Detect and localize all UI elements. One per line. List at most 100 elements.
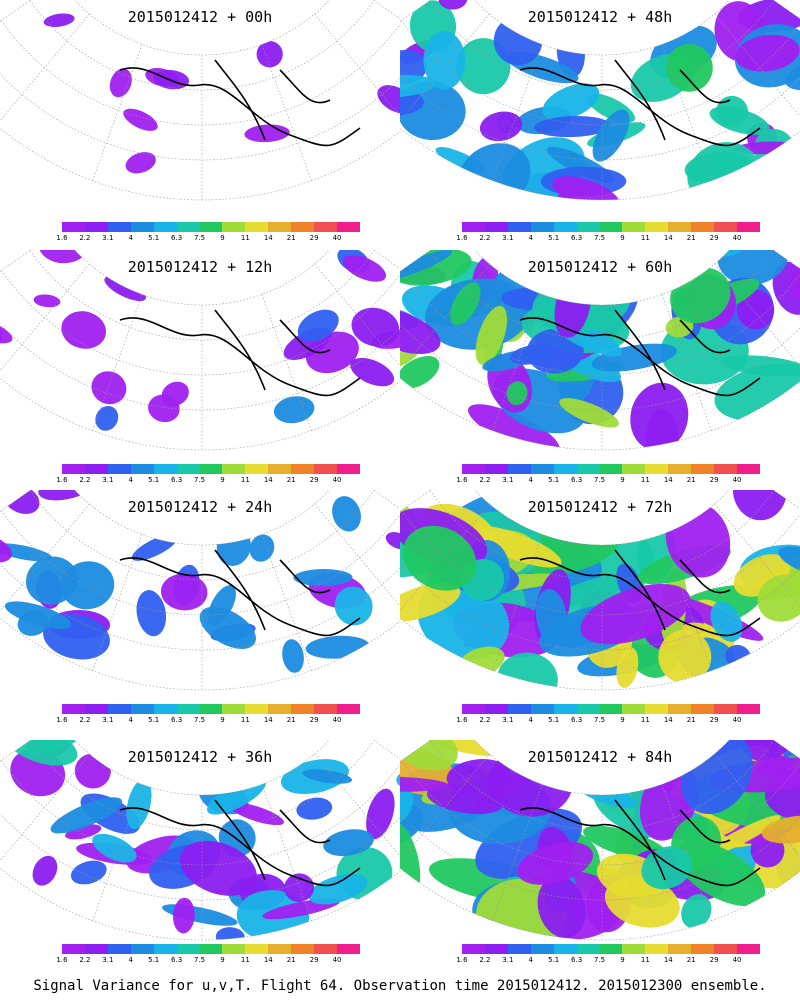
colorbar-tick-label: 3.1 — [502, 716, 514, 724]
colorbar-swatch — [622, 944, 646, 954]
colorbar-swatch — [199, 704, 223, 714]
variance-contour-region — [400, 356, 440, 389]
colorbar-swatch — [530, 464, 554, 474]
variance-contour-region — [350, 357, 395, 387]
colorbar-swatch — [199, 222, 223, 232]
colorbar-swatch — [84, 222, 108, 232]
variance-contour-region — [334, 586, 373, 626]
colorbar-swatch — [691, 944, 715, 954]
map-panel: 2015012412 + 60h 1.6 2.2 3.1 4 5.1 6.3 7.5 9 11 14… — [400, 250, 800, 500]
colorbar-tick-label: 40 — [332, 716, 342, 724]
colorbar-swatch — [337, 704, 360, 714]
variance-contour-region — [179, 840, 258, 896]
colorbar-swatch — [107, 222, 131, 232]
colorbar-tick-label: 7.5 — [593, 476, 606, 484]
colorbar-swatch — [714, 944, 738, 954]
variance-contour-region — [60, 561, 115, 610]
panel-title: 2015012412 + 24h — [127, 498, 273, 516]
variance-contour-region — [710, 601, 743, 642]
colorbar-tick-label: 2.2 — [479, 716, 491, 724]
variance-contour-region — [385, 532, 400, 550]
colorbar-swatch — [268, 944, 292, 954]
variance-contour-region — [400, 74, 437, 99]
variance-contour-region — [438, 0, 468, 10]
parallel-gridline — [0, 780, 400, 901]
parallel-gridline — [401, 270, 800, 376]
variance-contour-region — [332, 496, 361, 532]
panel-title: 2015012412 + 00h — [127, 8, 273, 26]
map-plot — [400, 490, 800, 691]
colorbar-tick-label: 6.3 — [171, 476, 183, 484]
colorbar-swatch — [314, 704, 338, 714]
colorbar-tick-label: 3.1 — [102, 716, 114, 724]
variance-contour-region — [273, 396, 315, 424]
panel-title: 2015012412 + 12h — [127, 258, 273, 276]
colorbar-labels: 1.6 2.2 3.1 4 5.1 6.3 7.5 9 11 14 21 29 40 — [52, 476, 372, 486]
colorbar-swatch — [645, 944, 669, 954]
variance-contour-region — [91, 371, 127, 405]
colorbar-swatch — [507, 704, 531, 714]
map-plot — [400, 740, 800, 941]
variance-contour-region — [535, 588, 567, 645]
colorbar-swatch — [462, 222, 485, 232]
variance-contour-region — [616, 647, 639, 688]
colorbar-tick-label: 5.1 — [548, 716, 560, 724]
colorbar-labels: 1.6 2.2 3.1 4 5.1 6.3 7.5 9 11 14 21 29 40 — [52, 956, 372, 966]
variance-contour-region — [542, 83, 600, 121]
colorbar-swatch — [268, 222, 292, 232]
colorbar-swatch — [176, 222, 200, 232]
parallel-gridline — [29, 0, 375, 91]
variance-contour-region — [148, 394, 180, 423]
parallel-gridline — [401, 760, 800, 866]
colorbar-tick-label: 6.3 — [571, 476, 583, 484]
colorbar-tick-label: 11 — [240, 234, 250, 242]
variance-contour-region — [735, 34, 800, 72]
variance-contour-region — [61, 311, 107, 349]
variance-contour-region — [736, 289, 775, 330]
colorbar-tick-label: 9 — [220, 234, 225, 242]
variance-contour-region — [282, 639, 304, 673]
variance-contour-region — [125, 152, 156, 174]
colorbar-tick-label: 5.1 — [148, 956, 160, 964]
colorbar-tick-label: 40 — [732, 716, 742, 724]
variance-contour-region — [681, 622, 715, 638]
colorbar-swatch — [107, 464, 131, 474]
variance-contour-region — [297, 309, 339, 342]
colorbar-tick-label: 6.3 — [571, 234, 583, 242]
colorbar-tick-label: 14 — [663, 476, 673, 484]
colorbar-swatch — [668, 704, 692, 714]
colorbar-swatch — [691, 704, 715, 714]
colorbar-swatch — [84, 944, 108, 954]
parallel-gridline — [1, 20, 400, 126]
variance-contour-region — [709, 106, 770, 135]
colorbar-swatch — [291, 704, 315, 714]
variance-contour-region — [126, 779, 152, 830]
colorbar-swatch — [107, 704, 131, 714]
colorbar-tick-label: 11 — [640, 716, 650, 724]
colorbar-swatch — [599, 704, 623, 714]
colorbar-tick-label: 5.1 — [548, 234, 560, 242]
colorbar-swatch — [668, 222, 692, 232]
coastline — [519, 309, 761, 397]
colorbar-tick-label: 2.2 — [479, 476, 491, 484]
colorbar-tick-label: 7.5 — [193, 716, 206, 724]
colorbar-tick-label: 29 — [309, 716, 319, 724]
colorbar-tick-label: 2.2 — [479, 956, 491, 964]
colorbar-swatch — [668, 464, 692, 474]
colorbar-swatch — [691, 222, 715, 232]
variance-contour-region — [479, 111, 523, 142]
colorbar-swatch — [576, 464, 600, 474]
map-panel: 2015012412 + 36h 1.6 2.2 3.1 4 5.1 6.3 7.5 9 11 14… — [0, 740, 400, 990]
variance-contour-region — [717, 250, 789, 285]
variance-contour-region — [468, 404, 560, 451]
colorbar-tick-label: 4 — [128, 956, 133, 964]
variance-contour-region — [400, 740, 499, 756]
colorbar-tick-label: 5.1 — [148, 716, 160, 724]
variance-contour-region — [215, 927, 245, 941]
coastline — [119, 549, 361, 637]
parallel-gridline — [400, 290, 800, 411]
colorbar-tick-label: 21 — [286, 476, 296, 484]
colorbar-swatch — [222, 704, 246, 714]
variance-contour-region — [173, 897, 195, 934]
colorbar-swatch — [62, 704, 85, 714]
